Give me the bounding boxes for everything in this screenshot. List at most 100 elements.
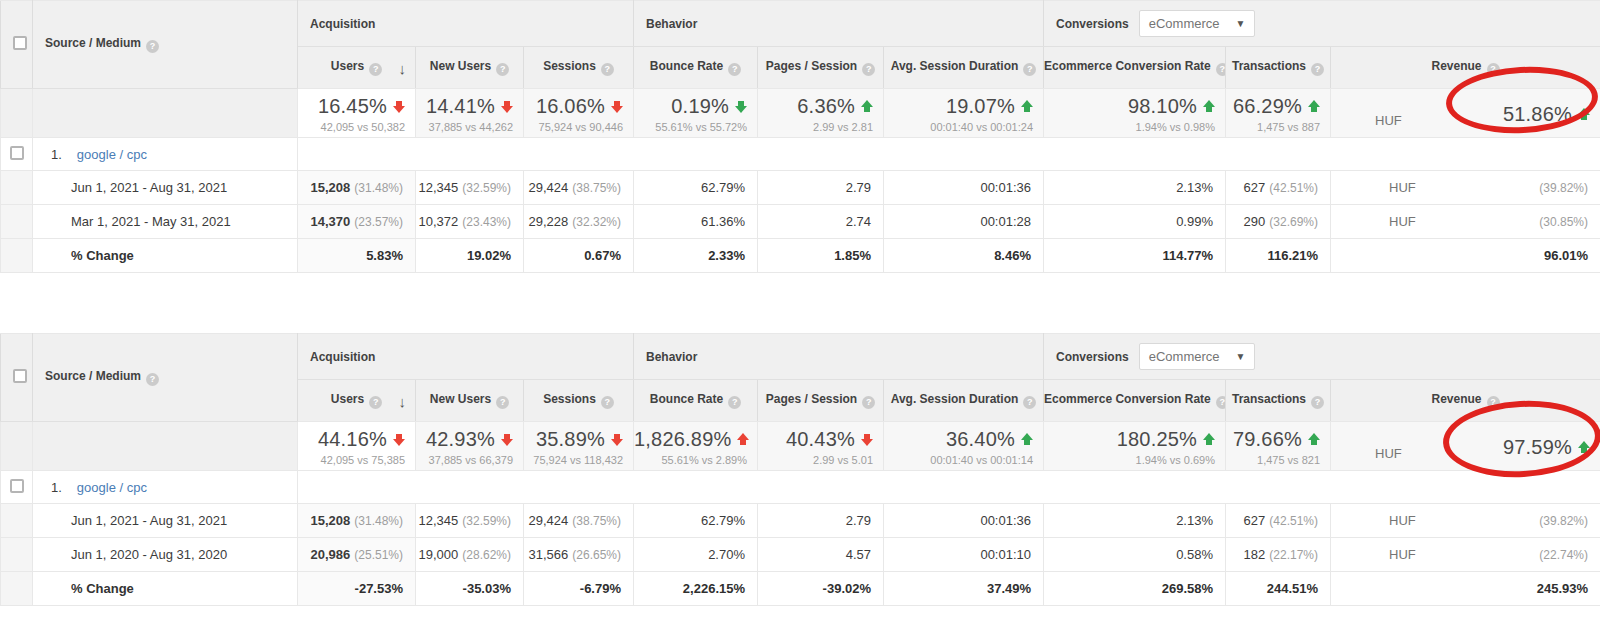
summary-cell-pages-session: 40.43%2.99 vs 5.01 <box>758 422 884 471</box>
help-icon[interactable]: ? <box>369 396 382 409</box>
chevron-down-icon: ▼ <box>1236 351 1246 362</box>
summary-cell-sessions: 35.89%75,924 vs 118,432 <box>524 422 634 471</box>
col-header-revenue[interactable]: Revenue? <box>1331 380 1600 422</box>
help-icon[interactable]: ? <box>728 396 741 409</box>
trend-up-icon <box>1021 433 1033 446</box>
summary-cell-ecommerce-conversion-rate: 98.10%1.94% vs 0.98% <box>1044 89 1226 138</box>
trend-down-icon <box>393 433 405 446</box>
col-header-pages-session[interactable]: Pages / Session? <box>758 380 884 422</box>
group-acquisition: Acquisition <box>298 1 634 47</box>
help-icon[interactable]: ? <box>496 63 509 76</box>
summary-cell-transactions: 79.66%1,475 vs 821 <box>1226 422 1331 471</box>
help-icon[interactable]: ? <box>1311 63 1324 76</box>
help-icon[interactable]: ? <box>728 63 741 76</box>
help-icon[interactable]: ? <box>1311 396 1324 409</box>
currency-label: HUF <box>1375 446 1402 461</box>
trend-down-icon <box>501 433 513 446</box>
source-row: 1. google / cpc <box>1 471 1600 504</box>
sort-desc-icon: ↓ <box>399 59 407 76</box>
help-icon[interactable]: ? <box>146 373 159 386</box>
col-header-revenue[interactable]: Revenue? <box>1331 47 1600 89</box>
help-icon[interactable]: ? <box>601 396 614 409</box>
help-icon[interactable]: ? <box>862 396 875 409</box>
trend-up-icon <box>1308 433 1320 446</box>
col-header-bounce-rate[interactable]: Bounce Rate? <box>634 380 758 422</box>
conversions-goal-dropdown[interactable]: eCommerce▼ <box>1139 10 1256 37</box>
select-all-checkbox[interactable] <box>13 36 27 50</box>
col-header-users[interactable]: Users?↓ <box>298 380 416 422</box>
help-icon[interactable]: ? <box>1216 396 1226 409</box>
group-conversions: ConversionseCommerce▼ <box>1044 1 1600 47</box>
sort-desc-icon: ↓ <box>399 392 407 409</box>
select-all-checkbox[interactable] <box>13 369 27 383</box>
col-header-pages-session[interactable]: Pages / Session? <box>758 47 884 89</box>
trend-down-icon <box>735 100 747 113</box>
col-header-new-users[interactable]: New Users? <box>416 380 524 422</box>
trend-up-icon <box>1021 100 1033 113</box>
period-row-2: Mar 1, 2021 - May 31, 2021 14,370(23.57%… <box>1 205 1600 239</box>
percent-change-label: % Change <box>33 239 298 273</box>
row-index: 1. <box>51 147 62 162</box>
summary-cell-new-users: 14.41%37,885 vs 44,262 <box>416 89 524 138</box>
currency-label: HUF <box>1389 214 1416 229</box>
date-range-label: Jun 1, 2021 - Aug 31, 2021 <box>33 171 298 205</box>
trend-up-icon <box>737 433 749 446</box>
source-medium-link[interactable]: google / cpc <box>77 480 147 495</box>
col-header-new-users[interactable]: New Users? <box>416 47 524 89</box>
trend-up-icon <box>861 100 873 113</box>
help-icon[interactable]: ? <box>369 63 382 76</box>
conversions-goal-dropdown[interactable]: eCommerce▼ <box>1139 343 1256 370</box>
summary-cell-ecommerce-conversion-rate: 180.25%1.94% vs 0.69% <box>1044 422 1226 471</box>
currency-label: HUF <box>1375 113 1402 128</box>
row-index: 1. <box>51 480 62 495</box>
group-behavior: Behavior <box>634 1 1044 47</box>
currency-label: HUF <box>1389 547 1416 562</box>
col-header-sessions[interactable]: Sessions? <box>524 47 634 89</box>
percent-change-label: % Change <box>33 572 298 606</box>
summary-cell-users: 44.16%42,095 vs 75,385 <box>298 422 416 471</box>
help-icon[interactable]: ? <box>601 63 614 76</box>
source-medium-link[interactable]: google / cpc <box>77 147 147 162</box>
select-all-cell <box>1 1 33 89</box>
source-row: 1. google / cpc <box>1 138 1600 171</box>
help-icon[interactable]: ? <box>1487 396 1500 409</box>
summary-cell-revenue: HUF51.86% <box>1331 89 1600 138</box>
summary-cell-bounce-rate: 1,826.89%55.61% vs 2.89% <box>634 422 758 471</box>
trend-up-icon <box>1308 100 1320 113</box>
row-checkbox[interactable] <box>10 146 24 160</box>
col-header-ecommerce-conversion-rate[interactable]: Ecommerce Conversion Rate? <box>1044 47 1226 89</box>
group-acquisition: Acquisition <box>298 334 634 380</box>
currency-label: HUF <box>1389 180 1416 195</box>
col-header-transactions[interactable]: Transactions? <box>1226 380 1331 422</box>
date-range-label: Mar 1, 2021 - May 31, 2021 <box>33 205 298 239</box>
col-header-users[interactable]: Users?↓ <box>298 47 416 89</box>
help-icon[interactable]: ? <box>1487 63 1500 76</box>
source-medium-header[interactable]: Source / Medium? <box>33 1 298 89</box>
source-medium-header[interactable]: Source / Medium? <box>33 334 298 422</box>
help-icon[interactable]: ? <box>1023 396 1036 409</box>
col-header-ecommerce-conversion-rate[interactable]: Ecommerce Conversion Rate? <box>1044 380 1226 422</box>
help-icon[interactable]: ? <box>146 40 159 53</box>
col-header-transactions[interactable]: Transactions? <box>1226 47 1331 89</box>
analytics-table-2: Source / Medium? Acquisition Behavior Co… <box>0 333 1600 606</box>
analytics-table-1: Source / Medium? Acquisition Behavior Co… <box>0 0 1600 273</box>
summary-cell-new-users: 42.93%37,885 vs 66,379 <box>416 422 524 471</box>
help-icon[interactable]: ? <box>496 396 509 409</box>
summary-cell-bounce-rate: 0.19%55.61% vs 55.72% <box>634 89 758 138</box>
summary-cell-avg-session-duration: 36.40%00:01:40 vs 00:01:14 <box>884 422 1044 471</box>
help-icon[interactable]: ? <box>1023 63 1036 76</box>
help-icon[interactable]: ? <box>862 63 875 76</box>
group-behavior: Behavior <box>634 334 1044 380</box>
date-range-label: Jun 1, 2021 - Aug 31, 2021 <box>33 504 298 538</box>
trend-down-icon <box>861 433 873 446</box>
col-header-avg-session-duration[interactable]: Avg. Session Duration? <box>884 380 1044 422</box>
col-header-sessions[interactable]: Sessions? <box>524 380 634 422</box>
row-checkbox[interactable] <box>10 479 24 493</box>
help-icon[interactable]: ? <box>1216 63 1226 76</box>
period-row-2: Jun 1, 2020 - Aug 31, 2020 20,986(25.51%… <box>1 538 1600 572</box>
select-all-cell <box>1 334 33 422</box>
summary-cell-pages-session: 6.36%2.99 vs 2.81 <box>758 89 884 138</box>
date-range-label: Jun 1, 2020 - Aug 31, 2020 <box>33 538 298 572</box>
col-header-avg-session-duration[interactable]: Avg. Session Duration? <box>884 47 1044 89</box>
col-header-bounce-rate[interactable]: Bounce Rate? <box>634 47 758 89</box>
